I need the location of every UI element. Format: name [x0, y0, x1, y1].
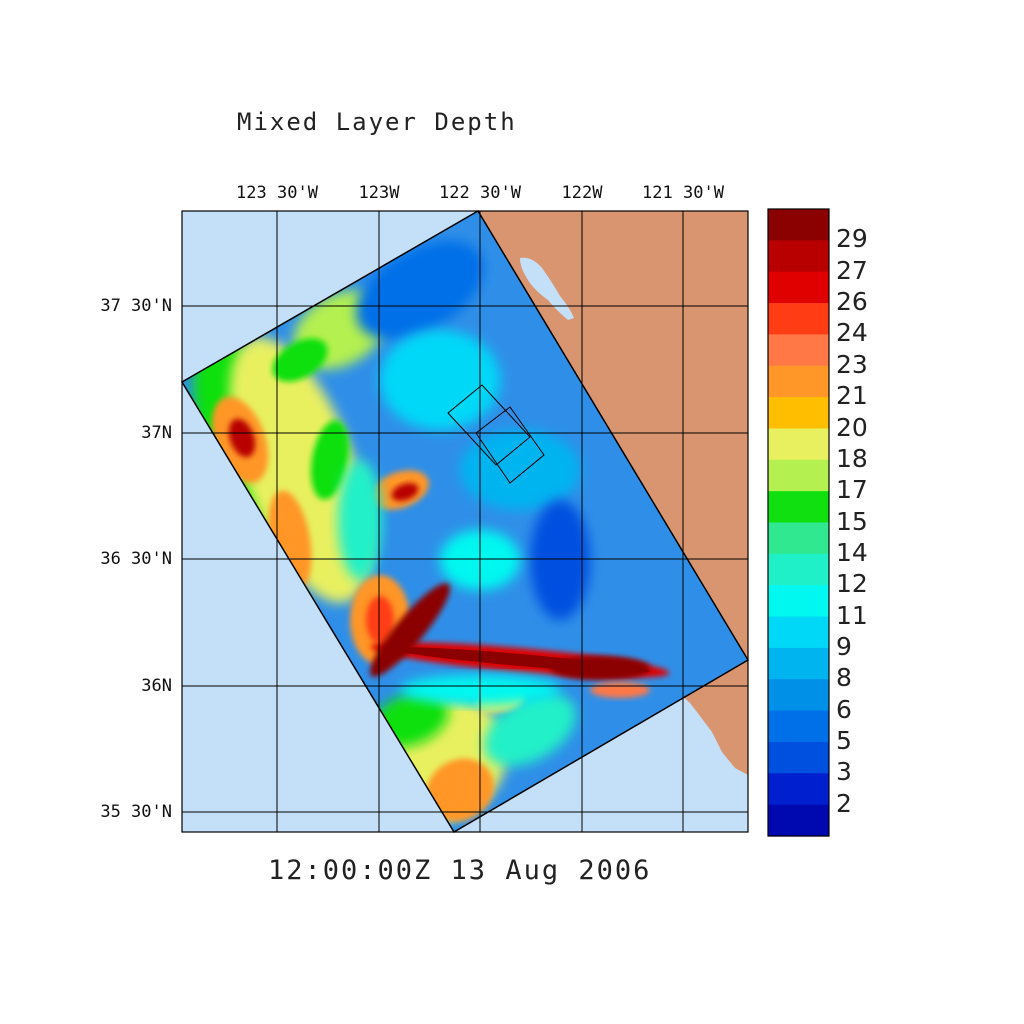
field-blob [590, 682, 650, 698]
lon-label-123-30w: 123 30'W [236, 183, 318, 203]
field-blob [272, 338, 328, 382]
colorbar-segment [768, 553, 829, 586]
colorbar-label: 5 [836, 726, 852, 755]
field-blob [550, 656, 650, 680]
colorbar-segment [768, 616, 829, 649]
field-blob [366, 596, 394, 644]
colorbar-label: 18 [836, 443, 868, 473]
colorbar-label: 23 [836, 349, 868, 379]
colorbar-segment [768, 271, 829, 304]
field-blob [338, 460, 382, 580]
lon-label-121-30w: 121 30'W [642, 183, 724, 203]
colorbar-segment [768, 240, 829, 273]
colorbar-label: 24 [836, 318, 868, 348]
lat-label-36-30n: 36 30'N [100, 549, 172, 569]
colorbar-segment [768, 804, 829, 837]
san-francisco-bay [520, 257, 574, 320]
field-blob [229, 337, 371, 603]
colorbar-label: 26 [836, 287, 868, 317]
map-title: Mixed Layer Depth [237, 108, 517, 136]
colorbar-segment [768, 365, 829, 398]
colorbar-frame [767, 208, 830, 837]
colorbar-label: 8 [836, 663, 852, 693]
nested-domain-outline [447, 384, 531, 466]
colorbar-segment [768, 741, 829, 774]
colorbar-segment [768, 710, 829, 743]
colorbar-label: 11 [836, 600, 868, 630]
map-frame [181, 210, 749, 833]
colorbar-segment [768, 647, 829, 680]
colorbar-segment [768, 303, 829, 335]
colorbar-label: 9 [836, 631, 852, 661]
colorbar-segment [768, 334, 829, 367]
lat-label-37n: 37N [141, 423, 172, 443]
colorbar-label: 17 [836, 475, 868, 505]
colorbar-segment [768, 522, 829, 555]
colorbar-label: 21 [836, 381, 868, 411]
colorbar-segment [768, 459, 829, 492]
colorbar-segment [768, 585, 829, 618]
lon-label-122-30w: 122 30'W [439, 183, 521, 203]
field-blob [356, 240, 484, 340]
field-blob [484, 693, 576, 767]
lon-label-122w: 122W [561, 183, 603, 203]
field-blob [228, 418, 256, 458]
colorbar-label: 14 [836, 537, 868, 567]
colorbar-label: 20 [836, 412, 868, 442]
colorbar-label: 27 [836, 255, 868, 285]
lat-label-35-30n: 35 30'N [100, 802, 172, 822]
inner-domain-outline [475, 406, 545, 484]
field-blob [460, 430, 580, 510]
colorbar-segment [768, 428, 829, 461]
colorbar-label: 2 [836, 788, 852, 818]
colorbar-segment [768, 397, 829, 430]
field-blob [391, 483, 419, 501]
lat-label-36n: 36N [141, 676, 172, 696]
colorbar-label: 6 [836, 694, 852, 724]
colorbar-label: 12 [836, 569, 868, 599]
field-blob [310, 420, 350, 500]
colorbar-label: 15 [836, 506, 868, 536]
timestamp: 12:00:00Z 13 Aug 2006 [268, 855, 652, 886]
lat-label-37-30n: 37 30'N [100, 296, 172, 316]
colorbar-segment [768, 679, 829, 712]
colorbar-label: 3 [836, 757, 852, 787]
lon-label-123w: 123W [358, 183, 400, 203]
field-blob [426, 758, 494, 822]
colorbar [768, 209, 829, 837]
graticule [182, 211, 748, 832]
field-blob [380, 330, 500, 430]
colorbar-segment [768, 773, 829, 806]
colorbar-label: 29 [836, 224, 868, 254]
colorbar-segment [768, 491, 829, 524]
field-blob [530, 500, 590, 620]
colorbar-segment [768, 209, 829, 241]
field-blob [369, 583, 451, 677]
